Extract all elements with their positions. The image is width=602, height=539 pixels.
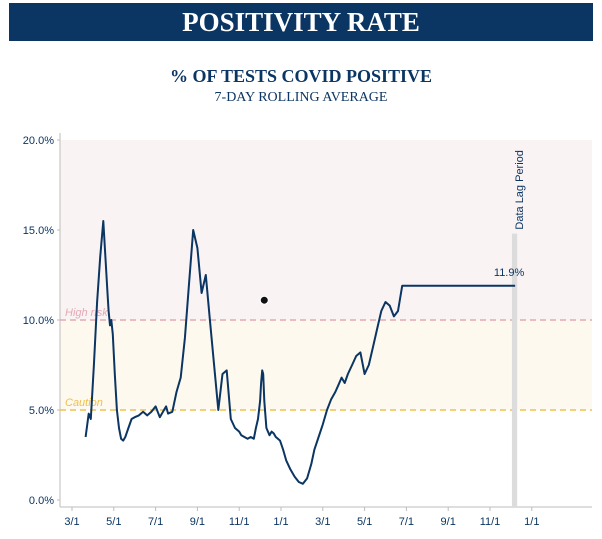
- x-tick-label-8: 7/1: [399, 516, 414, 528]
- x-tick-label-11: 1/1: [524, 516, 539, 528]
- last-value-label: 11.9%: [494, 267, 525, 279]
- y-tick-label-3: 15.0%: [23, 225, 54, 237]
- x-tick-label-7: 5/1: [357, 516, 372, 528]
- zone-band-1: [60, 320, 592, 410]
- data-lag-label: Data Lag Period: [514, 150, 526, 230]
- marker-point: [259, 295, 269, 305]
- x-tick-label-1: 5/1: [106, 516, 121, 528]
- zone-label-1: Caution: [65, 397, 103, 409]
- x-tick-label-2: 7/1: [148, 516, 163, 528]
- x-tick-label-5: 1/1: [273, 516, 288, 528]
- y-tick-label-1: 5.0%: [29, 405, 54, 417]
- x-tick-label-9: 9/1: [441, 516, 456, 528]
- zone-band-0: [60, 140, 592, 320]
- y-tick-label-2: 10.0%: [23, 315, 54, 327]
- page-title: POSITIVITY RATE: [182, 7, 420, 37]
- x-tick-label-3: 9/1: [190, 516, 205, 528]
- data-lag-band: [511, 233, 518, 507]
- x-tick-label-4: 11/1: [229, 516, 250, 528]
- chart-title: % OF TESTS COVID POSITIVE: [169, 66, 433, 86]
- page-title-banner: POSITIVITY RATE: [9, 3, 593, 41]
- chart-subtitle: 7-DAY ROLLING AVERAGE: [214, 90, 388, 105]
- x-tick-label-0: 3/1: [64, 516, 79, 528]
- x-tick-label-10: 11/1: [480, 516, 501, 528]
- series-line: [84, 220, 516, 485]
- zone-label-0: High risk: [65, 307, 108, 319]
- y-tick-label-4: 20.0%: [23, 135, 54, 147]
- y-tick-label-0: 0.0%: [29, 495, 54, 507]
- x-tick-label-6: 3/1: [315, 516, 330, 528]
